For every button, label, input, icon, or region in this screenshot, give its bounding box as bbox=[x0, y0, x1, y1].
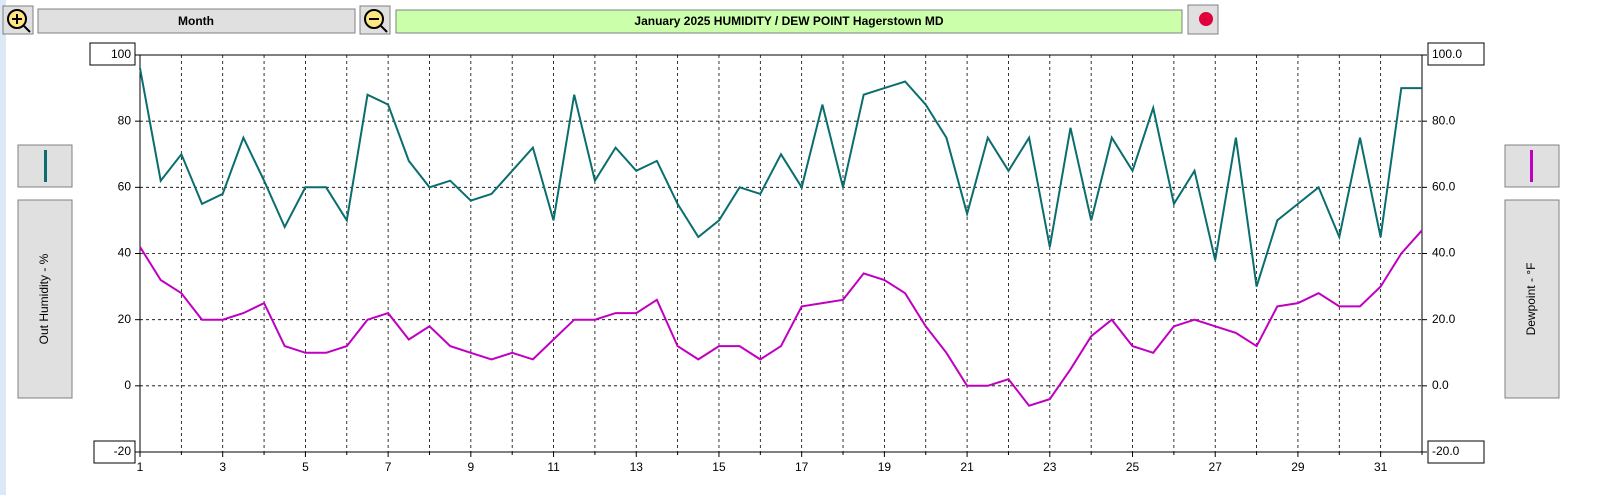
humidity-legend-swatch bbox=[44, 150, 47, 182]
x-tick-label: 7 bbox=[385, 460, 392, 474]
zoom-in-glyph bbox=[12, 14, 31, 33]
y-tick-label: 80 bbox=[118, 113, 132, 127]
y-tick-label: -20 bbox=[114, 444, 132, 458]
x-tick-label: 17 bbox=[795, 460, 809, 474]
month-button[interactable] bbox=[37, 8, 356, 34]
y-tick-label: 100 bbox=[111, 47, 131, 61]
y2-tick-label: 0.0 bbox=[1432, 378, 1449, 392]
y-tick-label: 0 bbox=[124, 378, 131, 392]
humidity-axis-button[interactable] bbox=[17, 199, 73, 399]
x-tick-label: 1 bbox=[137, 460, 144, 474]
x-tick-label: 13 bbox=[630, 460, 644, 474]
x-tick-label: 3 bbox=[219, 460, 226, 474]
x-tick-label: 31 bbox=[1374, 460, 1388, 474]
y2-axis-label: Dewpoint - °F bbox=[1524, 263, 1538, 336]
month-label: Month bbox=[178, 14, 214, 28]
y2-tick-label: 100.0 bbox=[1432, 47, 1462, 61]
y-tick-label: 60 bbox=[118, 180, 132, 194]
tool-icon bbox=[1199, 12, 1213, 26]
dewpoint-axis-button[interactable] bbox=[1504, 199, 1560, 399]
y2-tick-label: 20.0 bbox=[1432, 312, 1456, 326]
x-tick-label: 21 bbox=[960, 460, 974, 474]
x-tick-label: 29 bbox=[1291, 460, 1305, 474]
dewpoint-legend-swatch bbox=[1530, 150, 1533, 182]
y2-top-box bbox=[1427, 42, 1485, 66]
x-tick-label: 19 bbox=[878, 460, 892, 474]
x-tick-label: 11 bbox=[547, 460, 560, 474]
window-edge bbox=[0, 0, 6, 495]
y-top-box bbox=[89, 42, 136, 66]
y-tick-label: 40 bbox=[118, 246, 132, 260]
title-bar bbox=[395, 9, 1183, 34]
x-tick-label: 23 bbox=[1043, 460, 1057, 474]
chart-title: January 2025 HUMIDITY / DEW POINT Hagers… bbox=[634, 14, 944, 28]
y2-tick-label: 80.0 bbox=[1432, 113, 1456, 127]
y2-tick-label: -20.0 bbox=[1432, 444, 1460, 458]
x-tick-label: 9 bbox=[467, 460, 474, 474]
zoom-out-glyph bbox=[369, 18, 388, 33]
x-tick-label: 15 bbox=[712, 460, 726, 474]
y2-tick-label: 60.0 bbox=[1432, 180, 1456, 194]
x-tick-label: 5 bbox=[302, 460, 309, 474]
y-axis-label: Out Humidity - % bbox=[37, 253, 51, 344]
x-tick-label: 25 bbox=[1126, 460, 1140, 474]
data-line bbox=[139, 68, 1422, 287]
data-line bbox=[139, 229, 1423, 407]
x-tick-label: 27 bbox=[1209, 460, 1223, 474]
y-tick-label: 20 bbox=[118, 312, 132, 326]
y2-bottom-box bbox=[1427, 440, 1485, 464]
y2-tick-label: 40.0 bbox=[1432, 246, 1456, 260]
